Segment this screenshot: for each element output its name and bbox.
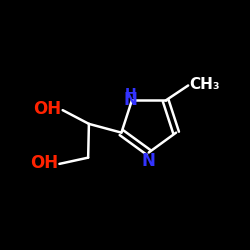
Text: OH: OH [30, 154, 58, 172]
Text: H: H [125, 88, 136, 102]
Text: N: N [142, 152, 156, 170]
Text: CH₃: CH₃ [190, 77, 220, 92]
Text: OH: OH [33, 100, 62, 118]
Text: N: N [124, 91, 138, 109]
